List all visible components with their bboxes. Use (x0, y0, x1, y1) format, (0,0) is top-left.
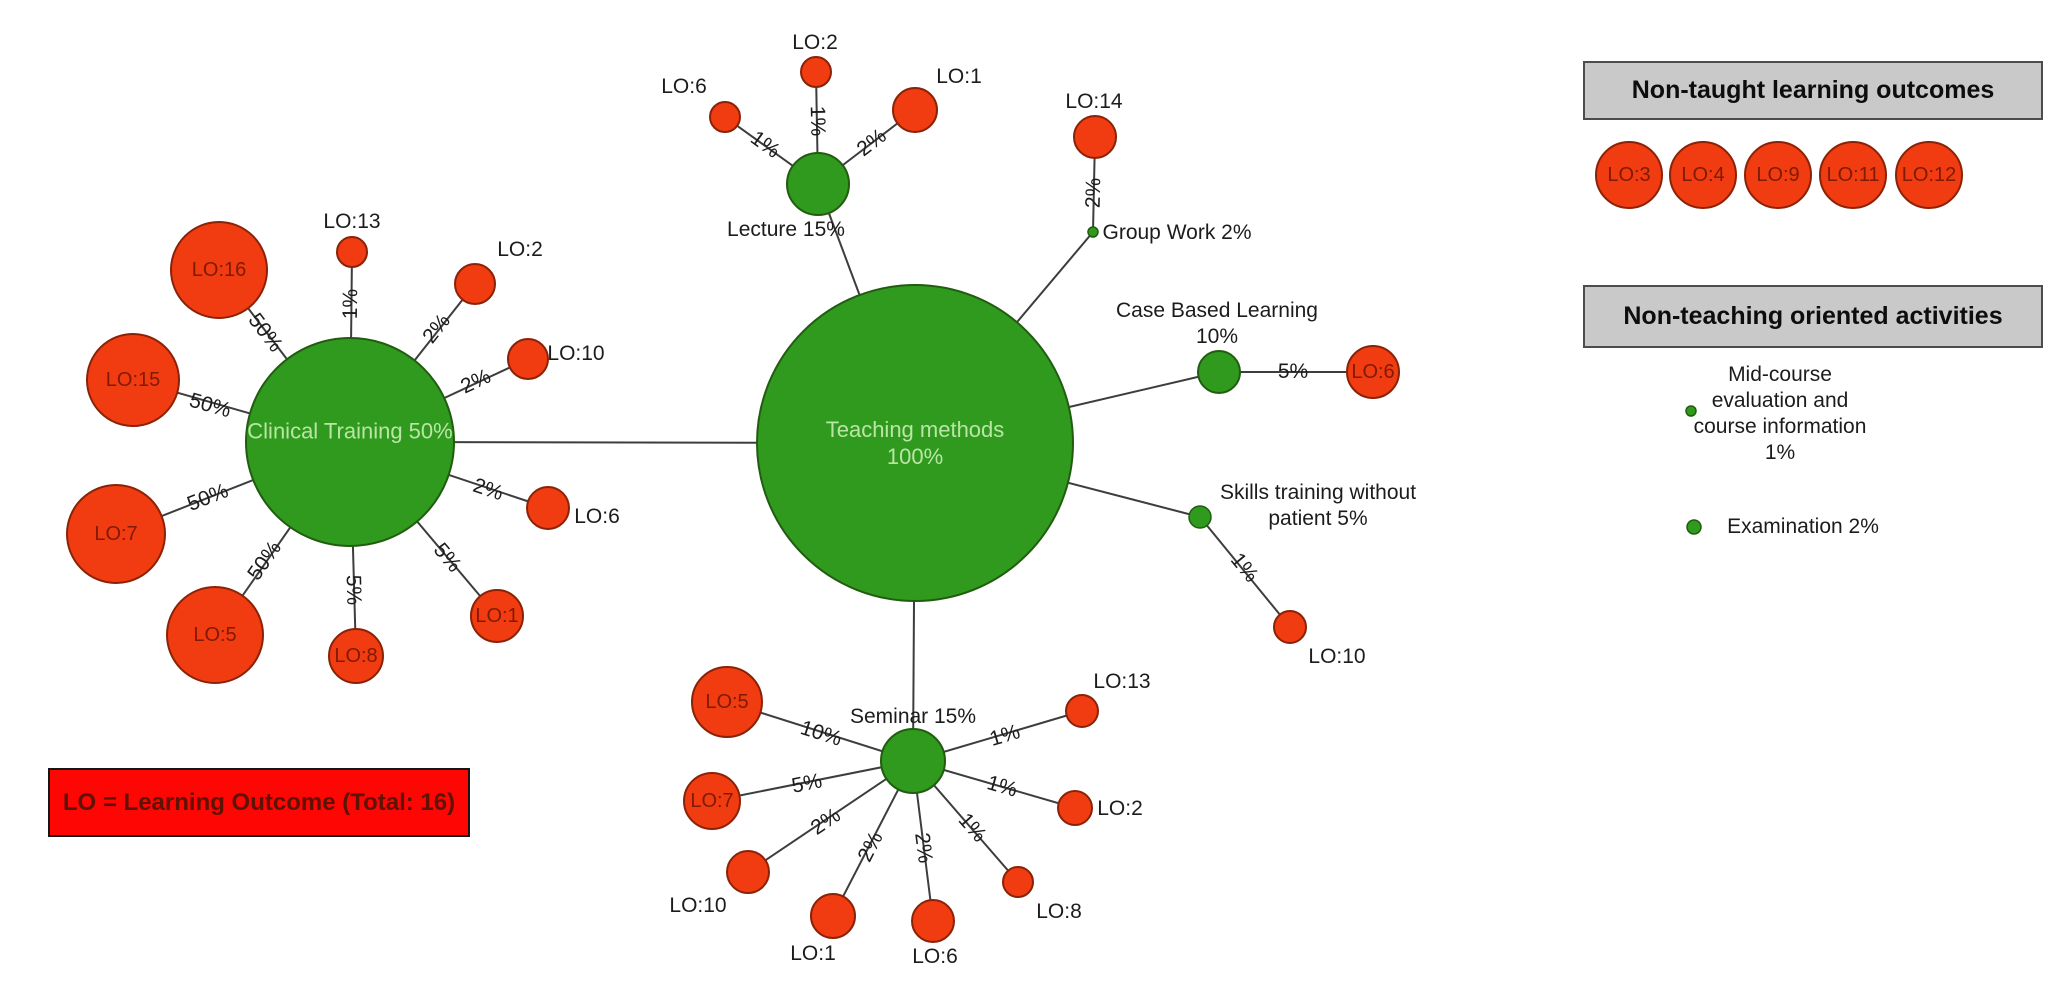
edge-skills-s10 (1199, 516, 1291, 628)
mid-course-evaluation-label: Mid-course evaluation and course informa… (1693, 363, 1867, 464)
node-n12-circle (1895, 141, 1963, 209)
node-c7-circle (66, 484, 166, 584)
node-m5-circle (691, 666, 763, 738)
node-seminar-circle (880, 728, 946, 794)
node-g14-circle (1073, 115, 1117, 159)
node-cbl-circle (1197, 350, 1241, 394)
node-n11-circle (1819, 141, 1887, 209)
node-l1-circle (892, 87, 938, 133)
node-c16-circle (170, 221, 268, 319)
node-m2-circle (1057, 790, 1093, 826)
non-taught-title: Non-taught learning outcomes (1631, 76, 1995, 104)
edge-seminar-m7 (711, 760, 914, 802)
node-c8-circle (328, 628, 384, 684)
node-c10-circle (507, 338, 549, 380)
node-lecture-circle (786, 152, 850, 216)
node-m1-circle (810, 893, 856, 939)
node-l2-circle (800, 56, 832, 88)
node-n4-circle (1669, 141, 1737, 209)
legend-box: LO = Learning Outcome (Total: 16) (48, 768, 470, 837)
node-c15-circle (86, 333, 180, 427)
node-teaching-circle (756, 284, 1074, 602)
examination-label: Examination 2% (1727, 515, 1879, 538)
node-c1-circle (470, 589, 524, 643)
node-c5-circle (166, 586, 264, 684)
node-m8-circle (1002, 866, 1034, 898)
non-teaching-title: Non-teaching oriented activities (1623, 302, 2003, 330)
node-clinical-circle (245, 337, 455, 547)
node-middot-circle (1685, 405, 1697, 417)
node-c13-circle (336, 236, 368, 268)
node-m13-circle (1065, 694, 1099, 728)
non-taught-header: Non-taught learning outcomes (1583, 61, 2043, 120)
node-n9-circle (1744, 141, 1812, 209)
node-c2-circle (454, 263, 496, 305)
node-c6-circle (526, 486, 570, 530)
node-m7-circle (683, 772, 741, 830)
non-teaching-header: Non-teaching oriented activities (1583, 285, 2043, 348)
edge-seminar-m10 (747, 760, 914, 873)
node-n3-circle (1595, 141, 1663, 209)
node-m6-circle (911, 899, 955, 943)
node-s10-circle (1273, 610, 1307, 644)
node-groupwork-circle (1087, 226, 1099, 238)
node-skills-circle (1188, 505, 1212, 529)
legend-text: LO = Learning Outcome (Total: 16) (62, 788, 456, 816)
node-examdot-circle (1686, 519, 1702, 535)
node-l6-circle (709, 101, 741, 133)
node-m10-circle (726, 850, 770, 894)
node-b6-circle (1346, 345, 1400, 399)
